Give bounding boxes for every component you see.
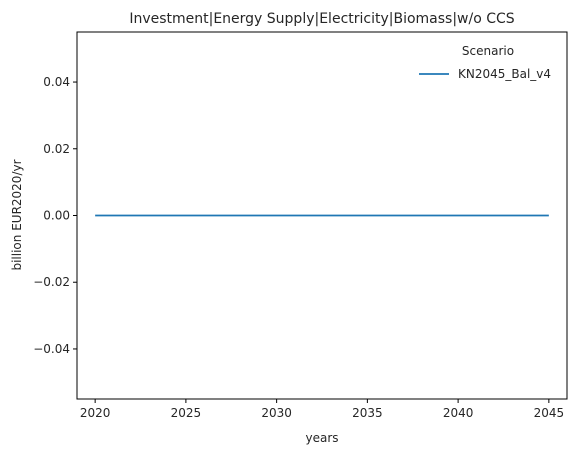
- legend: Scenario KN2045_Bal_v4: [419, 44, 551, 81]
- x-tick-label: 2045: [534, 406, 565, 420]
- x-tick-label: 2025: [171, 406, 202, 420]
- y-tick-label: 0.04: [43, 75, 70, 89]
- x-tick-label: 2030: [261, 406, 292, 420]
- y-tick-label: −0.02: [33, 275, 70, 289]
- y-axis-label: billion EUR2020/yr: [10, 159, 24, 270]
- x-tick-label: 2040: [443, 406, 474, 420]
- chart-title: Investment|Energy Supply|Electricity|Bio…: [129, 11, 514, 27]
- y-tick-label: −0.04: [33, 342, 70, 356]
- legend-title: Scenario: [462, 44, 514, 58]
- y-tick-label: 0.00: [43, 209, 70, 223]
- x-tick-label: 2035: [352, 406, 383, 420]
- legend-entry-label: KN2045_Bal_v4: [458, 67, 551, 81]
- x-tick-label: 2020: [80, 406, 111, 420]
- x-axis: 2020 2025 2030 2035 2040 2045: [80, 399, 564, 420]
- y-tick-label: 0.02: [43, 142, 70, 156]
- x-axis-label: years: [305, 431, 338, 445]
- y-axis: −0.04 −0.02 0.00 0.02 0.04: [33, 75, 77, 356]
